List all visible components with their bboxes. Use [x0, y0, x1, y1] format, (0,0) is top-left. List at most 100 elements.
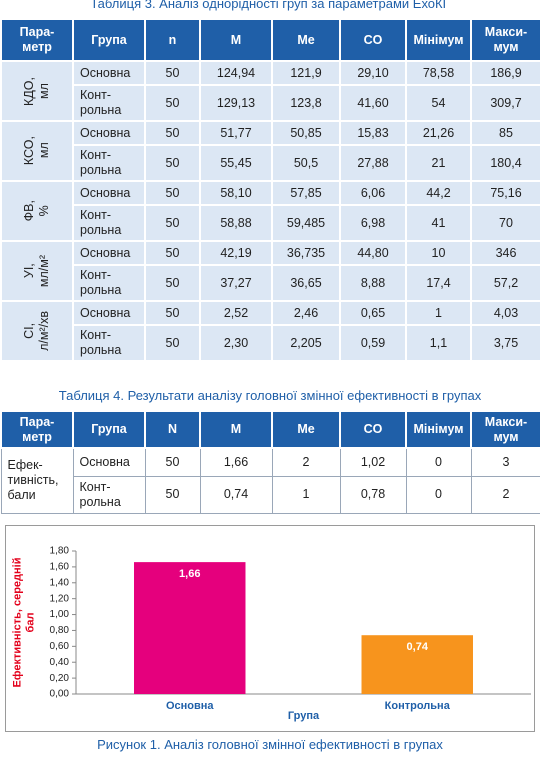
header-cell: Мінімум [405, 18, 472, 62]
value-cell: 0,59 [339, 324, 407, 362]
value-cell: 17,4 [405, 264, 472, 302]
header-row: Пара- метр Група N M Me CO Мінімум Макси- мум [0, 410, 540, 449]
chart: 0,00 0,20 0,40 0,60 0,80 1,00 1,20 1,40 1,60 1,80… [11, 546, 531, 722]
value-cell: 0,78 [339, 475, 407, 514]
parameter-cell: Ефек- тивність, бали [0, 447, 74, 514]
table-row: Ефек- тивність, бали Основна 50 1,66 2 1,02 0 3 [0, 447, 540, 514]
value-cell: 50,5 [271, 144, 341, 182]
parameter-cell: КСО, мл [0, 120, 74, 182]
bar [361, 635, 473, 694]
table-row: Конт- рольна 50 37,27 36,65 8,88 17,4 57,2 [1, 264, 540, 302]
value-cell: 186,9 [470, 60, 540, 86]
group-cell: Конт- рольна [72, 84, 146, 122]
value-cell: 6,98 [339, 204, 407, 242]
value-cell: 57,85 [271, 180, 341, 206]
value-cell: 0,65 [339, 300, 407, 326]
value-cell: 2 [470, 475, 540, 514]
header-cell: Me [271, 18, 341, 62]
table-row: Конт- рольна 50 58,88 59,485 6,98 41 70 [1, 204, 540, 242]
header-cell: Мінімум [405, 410, 472, 449]
parameter-label: УІ, мл/м² [22, 254, 51, 288]
bar [134, 562, 246, 694]
value-cell: 55,45 [199, 144, 273, 182]
y-tick-label: 1,20 [50, 593, 70, 604]
group-cell: Конт- рольна [72, 324, 146, 362]
value-cell: 44,2 [405, 180, 472, 206]
value-cell: 44,80 [339, 240, 407, 266]
value-cell: 2,30 [199, 324, 273, 362]
parameter-cell: УІ, мл/м² [0, 240, 74, 302]
value-cell: 75,16 [470, 180, 540, 206]
value-cell: 2,52 [199, 300, 273, 326]
value-cell: 121,9 [271, 60, 341, 86]
header-cell: Пара- метр [0, 18, 74, 62]
table-row: КДО, мл Основна 50 124,94 121,9 29,10 78,58 186… [0, 60, 540, 122]
y-axis-label: Ефективність, середнійбал [11, 558, 36, 688]
value-cell: 50 [144, 120, 201, 146]
table-row: Конт- рольна 50 55,45 50,5 27,88 21 180,4 [1, 144, 540, 182]
header-cell: M [199, 18, 273, 62]
value-cell: 3,75 [470, 324, 540, 362]
group-cell: Основна [72, 60, 146, 86]
header-cell: CO [339, 18, 407, 62]
table: Пара- метр Група n M Me CO Мінімум Макси- мум КД… [0, 18, 540, 362]
header-cell: Макси- мум [470, 18, 540, 62]
value-cell: 2,205 [271, 324, 341, 362]
group-cell: Конт- рольна [72, 264, 146, 302]
group-cell: Основна [72, 300, 146, 326]
y-tick-label: 0,00 [50, 689, 70, 700]
x-tick-label: Контрольна [385, 700, 451, 712]
header-cell: M [199, 410, 273, 449]
value-cell: 50 [144, 240, 201, 266]
y-tick-label: 0,20 [50, 673, 70, 684]
table-row: ФВ, % Основна 50 58,10 57,85 6,06 44,2 75,16 [0, 180, 540, 242]
table-row: СІ, л/м²/хв Основна 50 2,52 2,46 0,65 1 4,03 [0, 300, 540, 362]
header-cell: Me [271, 410, 341, 449]
value-cell: 58,10 [199, 180, 273, 206]
value-cell: 309,7 [470, 84, 540, 122]
y-tick-label: 1,80 [50, 546, 70, 557]
value-cell: 51,77 [199, 120, 273, 146]
value-cell: 78,58 [405, 60, 472, 86]
value-cell: 50 [144, 60, 201, 86]
parameter-label: ФВ, % [22, 200, 51, 222]
value-cell: 1 [271, 475, 341, 514]
value-cell: 0 [405, 475, 472, 514]
parameter-cell: ФВ, % [0, 180, 74, 242]
parameter-cell: КДО, мл [0, 60, 74, 122]
value-cell: 85 [470, 120, 540, 146]
value-cell: 27,88 [339, 144, 407, 182]
table-row: УІ, мл/м² Основна 50 42,19 36,735 44,80 10 346 [0, 240, 540, 302]
value-cell: 2,46 [271, 300, 341, 326]
header-cell: n [144, 18, 201, 62]
value-cell: 0,74 [199, 475, 273, 514]
value-cell: 36,65 [271, 264, 341, 302]
value-cell: 42,19 [199, 240, 273, 266]
value-cell: 41,60 [339, 84, 407, 122]
value-cell: 70 [470, 204, 540, 242]
x-axis-label: Група [288, 710, 320, 722]
value-cell: 180,4 [470, 144, 540, 182]
group-cell: Конт- рольна [72, 475, 146, 514]
value-cell: 15,83 [339, 120, 407, 146]
value-cell: 50 [144, 180, 201, 206]
y-tick-label: 0,40 [50, 657, 70, 668]
group-cell: Конт- рольна [72, 144, 146, 182]
value-cell: 1,1 [405, 324, 472, 362]
header-cell: Макси- мум [470, 410, 540, 449]
y-axis-label-line: бал [24, 613, 36, 633]
parameter-cell: СІ, л/м²/хв [0, 300, 74, 362]
parameter-label: КДО, мл [22, 76, 51, 106]
value-cell: 37,27 [199, 264, 273, 302]
value-cell: 8,88 [339, 264, 407, 302]
header-cell: CO [339, 410, 407, 449]
value-cell: 50,85 [271, 120, 341, 146]
table-row: Конт- рольна 50 0,74 1 0,78 0 2 [1, 475, 540, 514]
value-cell: 50 [144, 84, 201, 122]
table-caption: Таблиця 4. Результати аналізу головної з… [58, 388, 482, 403]
y-axis-label-line: Ефективність, середній [11, 558, 23, 688]
value-cell: 10 [405, 240, 472, 266]
header-cell: N [144, 410, 201, 449]
value-cell: 50 [144, 144, 201, 182]
